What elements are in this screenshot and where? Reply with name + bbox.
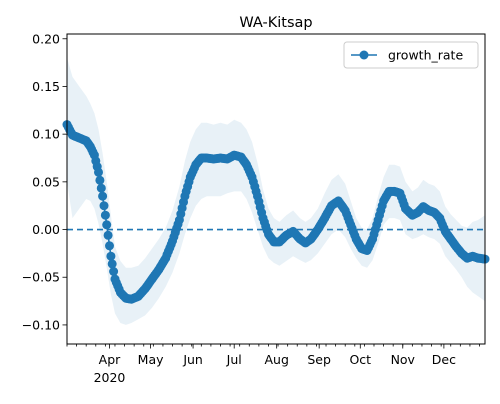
- data-point: [106, 251, 116, 261]
- data-point: [95, 175, 105, 185]
- legend-label: growth_rate: [388, 48, 463, 63]
- x-tick-sublabel: 2020: [94, 370, 126, 385]
- y-tick-label: 0.10: [32, 127, 60, 142]
- data-point: [107, 259, 117, 269]
- data-point: [98, 191, 108, 201]
- x-tick-label: Oct: [349, 352, 371, 367]
- y-tick-label: −0.05: [22, 270, 60, 285]
- y-tick-label: 0.20: [32, 31, 60, 46]
- x-tick-label: Jul: [226, 352, 242, 367]
- y-tick-label: −0.10: [22, 317, 60, 332]
- y-tick-label: 0.05: [32, 174, 60, 189]
- data-point: [105, 241, 114, 251]
- x-tick-label: Apr: [99, 352, 121, 367]
- legend-marker-swatch: [359, 50, 369, 60]
- x-tick-label: Nov: [391, 352, 416, 367]
- x-tick-label: Sep: [307, 352, 331, 367]
- plot-frame: [66, 33, 486, 345]
- data-point: [100, 210, 110, 220]
- chart-title: WA-Kitsap: [239, 15, 312, 31]
- x-tick-label: Aug: [264, 352, 288, 367]
- x-tick-label: May: [138, 352, 164, 367]
- x-tick-label: Dec: [432, 352, 456, 367]
- legend-box: [343, 41, 479, 69]
- data-point: [96, 183, 106, 193]
- data-point: [109, 267, 119, 276]
- y-tick-label: 0.00: [32, 222, 60, 237]
- data-point: [102, 220, 112, 230]
- data-point: [99, 201, 109, 211]
- y-tick-label: 0.15: [32, 79, 60, 94]
- x-tick-label: Jun: [182, 352, 203, 367]
- confidence-band: [67, 57, 485, 325]
- data-point: [94, 167, 103, 177]
- legend: growth_rate: [343, 41, 479, 69]
- data-point: [103, 230, 113, 240]
